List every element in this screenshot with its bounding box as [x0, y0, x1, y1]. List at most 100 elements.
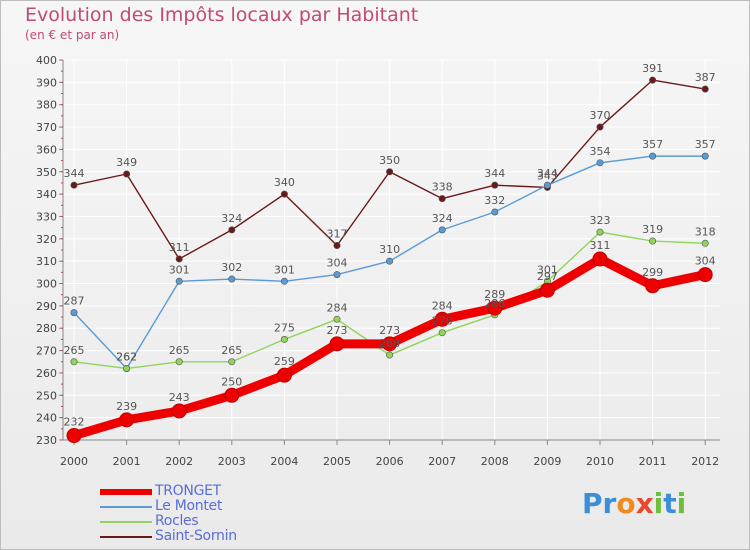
- data-label-saint-sornin: 311: [169, 241, 190, 254]
- data-label-rocles: 301: [537, 263, 558, 276]
- x-tick-label: 2008: [481, 455, 509, 468]
- data-point-le-montet: [491, 208, 499, 216]
- data-point-saint-sornin: [228, 226, 236, 234]
- logo-letter: t: [663, 487, 677, 520]
- data-label-saint-sornin: 344: [64, 167, 85, 180]
- data-label-saint-sornin: 349: [116, 156, 137, 169]
- data-label-le-montet: 302: [221, 261, 242, 274]
- y-tick-label: 340: [36, 188, 57, 201]
- data-label-tronget: 259: [274, 355, 295, 368]
- y-tick-label: 270: [36, 345, 57, 358]
- data-label-rocles: 265: [169, 344, 190, 357]
- data-label-saint-sornin: 391: [642, 62, 663, 75]
- data-label-tronget: 232: [64, 416, 85, 429]
- x-tick-label: 2003: [218, 455, 246, 468]
- data-label-rocles: 319: [642, 223, 663, 236]
- data-point-rocles: [701, 239, 709, 247]
- data-point-saint-sornin: [596, 123, 604, 131]
- data-label-le-montet: 354: [590, 145, 611, 158]
- y-tick-label: 400: [36, 54, 57, 67]
- data-point-le-montet: [649, 152, 657, 160]
- data-point-tronget: [119, 412, 135, 428]
- x-tick-label: 2004: [270, 455, 298, 468]
- data-point-tronget: [382, 336, 398, 352]
- data-label-le-montet: 287: [64, 295, 85, 308]
- data-point-le-montet: [596, 159, 604, 167]
- y-tick-label: 230: [36, 434, 57, 447]
- x-tick-label: 2012: [691, 455, 719, 468]
- data-point-le-montet: [175, 277, 183, 285]
- data-label-saint-sornin: 340: [274, 176, 295, 189]
- data-label-le-montet: 262: [116, 350, 137, 363]
- data-label-saint-sornin: 350: [379, 154, 400, 167]
- y-tick-label: 320: [36, 233, 57, 246]
- y-tick-label: 240: [36, 412, 57, 425]
- data-point-le-montet: [386, 257, 394, 265]
- series-layer: [66, 76, 713, 444]
- grid-lines: [63, 59, 720, 441]
- data-label-saint-sornin: 370: [590, 109, 611, 122]
- x-tick-label: 2011: [639, 455, 667, 468]
- data-point-tronget: [224, 387, 240, 403]
- data-label-le-montet: 301: [274, 263, 295, 276]
- data-label-saint-sornin: 343: [537, 169, 558, 182]
- data-label-tronget: 304: [695, 255, 716, 268]
- data-point-saint-sornin: [280, 190, 288, 198]
- data-label-rocles: 286: [484, 297, 505, 310]
- data-label-le-montet: 301: [169, 263, 190, 276]
- data-label-rocles: 265: [221, 344, 242, 357]
- data-point-saint-sornin: [649, 76, 657, 84]
- data-point-le-montet: [70, 309, 78, 317]
- data-point-tronget: [66, 428, 82, 444]
- data-label-le-montet: 357: [695, 138, 716, 151]
- data-label-tronget: 250: [221, 375, 242, 388]
- data-label-saint-sornin: 387: [695, 71, 716, 84]
- x-tick-label: 2007: [428, 455, 456, 468]
- legend-swatch-rocles: [100, 521, 152, 523]
- x-tick-label: 2000: [60, 455, 88, 468]
- data-point-rocles: [333, 315, 341, 323]
- data-point-rocles: [438, 329, 446, 337]
- data-label-tronget: 284: [432, 299, 453, 312]
- x-tick-label: 2002: [165, 455, 193, 468]
- data-label-tronget: 273: [327, 324, 348, 337]
- data-label-rocles: 275: [274, 321, 295, 334]
- data-point-rocles: [228, 358, 236, 366]
- y-tick-label: 290: [36, 300, 57, 313]
- x-tick-label: 2006: [376, 455, 404, 468]
- data-label-saint-sornin: 344: [484, 167, 505, 180]
- data-label-rocles: 284: [327, 301, 348, 314]
- logo-letter: r: [602, 487, 617, 520]
- data-point-tronget: [539, 282, 555, 298]
- y-tick-label: 350: [36, 166, 57, 179]
- data-label-tronget: 239: [116, 400, 137, 413]
- data-label-tronget: 311: [590, 239, 611, 252]
- data-point-rocles: [280, 335, 288, 343]
- y-tick-label: 280: [36, 322, 57, 335]
- data-point-le-montet: [543, 181, 551, 189]
- data-label-le-montet: 304: [327, 257, 348, 270]
- x-tick-label: 2001: [113, 455, 141, 468]
- data-point-rocles: [386, 351, 394, 359]
- y-axis-ticks: 230 240 250 260 270 280 290 300 310 320 330 340 350 3…: [36, 54, 63, 447]
- data-point-rocles: [596, 228, 604, 236]
- legend-swatch-tronget: [100, 489, 152, 495]
- data-point-rocles: [649, 237, 657, 245]
- y-tick-label: 390: [36, 76, 57, 89]
- data-label-tronget: 299: [642, 266, 663, 279]
- logo-letter: P: [582, 487, 603, 520]
- data-point-tronget: [592, 251, 608, 267]
- data-point-le-montet: [701, 152, 709, 160]
- data-point-tronget: [171, 403, 187, 419]
- data-label-le-montet: 357: [642, 138, 663, 151]
- data-point-saint-sornin: [491, 181, 499, 189]
- logo-letter: i: [653, 487, 664, 520]
- data-label-rocles: 323: [590, 214, 611, 227]
- data-point-le-montet: [280, 277, 288, 285]
- data-point-tronget: [645, 278, 661, 294]
- logo-letter: o: [616, 487, 636, 520]
- data-point-tronget: [329, 336, 345, 352]
- y-tick-label: 250: [36, 389, 57, 402]
